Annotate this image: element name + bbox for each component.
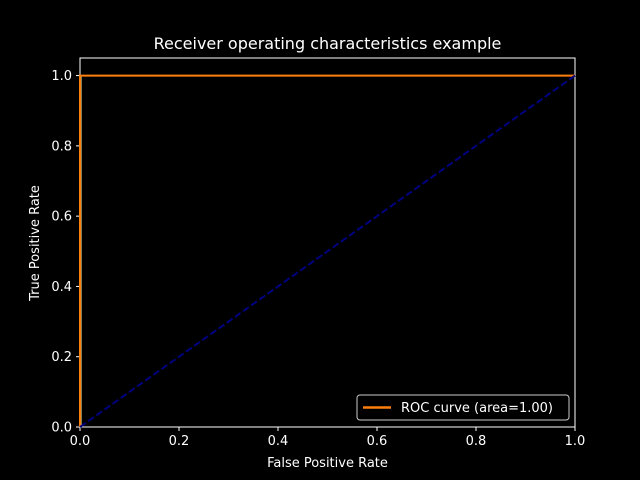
x-tick-label: 0.4 xyxy=(268,434,289,449)
y-tick-label: 0.4 xyxy=(51,280,72,295)
y-tick-label: 0.2 xyxy=(51,350,72,365)
x-tick-label: 1.0 xyxy=(565,434,586,449)
chart-title: Receiver operating characteristics examp… xyxy=(154,34,502,53)
y-tick-label: 0.0 xyxy=(51,421,72,436)
legend-box xyxy=(356,394,570,421)
y-axis-label: True Positive Rate xyxy=(28,185,43,302)
axes-frame xyxy=(79,57,576,428)
legend-label: ROC curve (area=1.00) xyxy=(401,401,553,416)
plot-area: 0.0 0.2 0.4 0.6 0.8 1.0 0.0 0.2 0.4 0.6 0.8 1.0 ROC … xyxy=(51,57,586,449)
x-axis-label: False Positive Rate xyxy=(267,456,388,471)
y-tick-label: 1.0 xyxy=(51,69,72,84)
diagonal-reference-line xyxy=(79,74,576,428)
x-tick-label: 0.8 xyxy=(466,434,487,449)
x-tick-label: 0.0 xyxy=(70,434,91,449)
y-tick-label: 0.6 xyxy=(51,210,72,225)
x-tick-label: 0.6 xyxy=(367,434,388,449)
y-tick-label: 0.8 xyxy=(51,139,72,154)
roc-curve-line xyxy=(79,74,575,427)
x-tick-label: 0.2 xyxy=(169,434,190,449)
